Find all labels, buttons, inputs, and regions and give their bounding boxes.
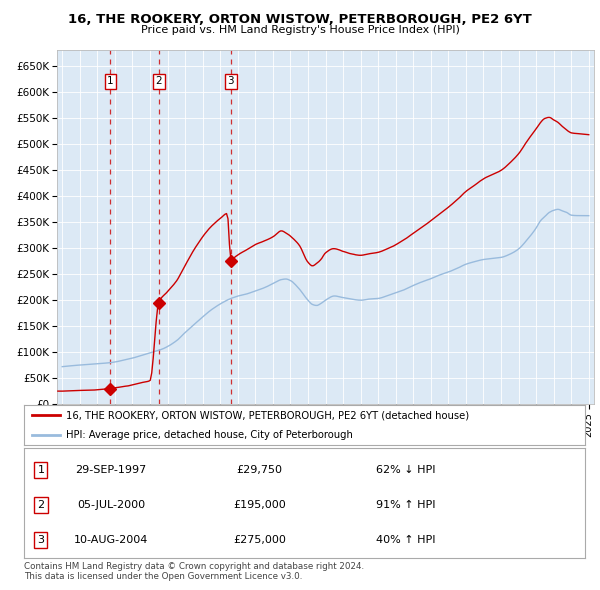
Text: 29-SEP-1997: 29-SEP-1997 xyxy=(76,466,146,475)
Text: 1: 1 xyxy=(37,466,44,475)
Text: Contains HM Land Registry data © Crown copyright and database right 2024.
This d: Contains HM Land Registry data © Crown c… xyxy=(24,562,364,581)
Text: £29,750: £29,750 xyxy=(236,466,283,475)
Text: 3: 3 xyxy=(37,535,44,545)
Text: £275,000: £275,000 xyxy=(233,535,286,545)
Text: Price paid vs. HM Land Registry's House Price Index (HPI): Price paid vs. HM Land Registry's House … xyxy=(140,25,460,35)
Text: 2: 2 xyxy=(155,76,162,86)
Text: £195,000: £195,000 xyxy=(233,500,286,510)
Text: 62% ↓ HPI: 62% ↓ HPI xyxy=(376,466,435,475)
Text: 3: 3 xyxy=(227,76,234,86)
Text: 10-AUG-2004: 10-AUG-2004 xyxy=(74,535,148,545)
Text: HPI: Average price, detached house, City of Peterborough: HPI: Average price, detached house, City… xyxy=(66,431,353,440)
Text: 16, THE ROOKERY, ORTON WISTOW, PETERBOROUGH, PE2 6YT: 16, THE ROOKERY, ORTON WISTOW, PETERBORO… xyxy=(68,13,532,26)
Text: 1: 1 xyxy=(107,76,114,86)
Text: 91% ↑ HPI: 91% ↑ HPI xyxy=(376,500,435,510)
Text: 16, THE ROOKERY, ORTON WISTOW, PETERBOROUGH, PE2 6YT (detached house): 16, THE ROOKERY, ORTON WISTOW, PETERBORO… xyxy=(66,411,469,420)
Text: 40% ↑ HPI: 40% ↑ HPI xyxy=(376,535,435,545)
Text: 2: 2 xyxy=(37,500,44,510)
Text: 05-JUL-2000: 05-JUL-2000 xyxy=(77,500,145,510)
